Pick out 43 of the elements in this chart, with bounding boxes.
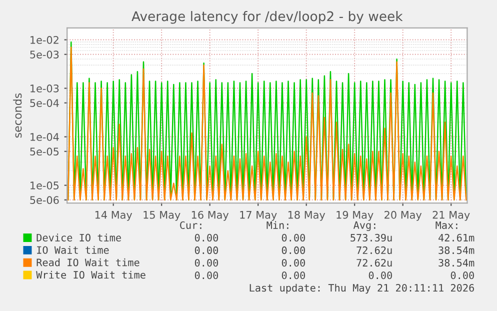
- text: 0.00: [194, 258, 218, 267]
- text: 0.00: [450, 271, 474, 280]
- y-tick-label: 1e-05: [30, 182, 59, 190]
- y-tick-label: 1e-03: [30, 84, 59, 92]
- y-tick-label: 1e-04: [30, 133, 59, 141]
- text: 0.00: [282, 271, 305, 280]
- text: Max:: [436, 221, 458, 230]
- text: 72.62u: [356, 246, 392, 254]
- text: 38.54m: [438, 246, 474, 254]
- x-tick-label: 21 May: [432, 210, 470, 221]
- text: Last update: Thu May 21 20:11:11 2026: [250, 284, 474, 294]
- x-tick-label: 18 May: [288, 210, 326, 221]
- y-tick-label: 5e-06: [30, 196, 59, 204]
- legend-label: IO Wait time: [37, 246, 109, 254]
- x-tick-label: 15 May: [144, 211, 180, 221]
- text: 72.62u: [356, 258, 392, 267]
- text: 0.00: [194, 246, 218, 254]
- legend-label: Read IO Wait time: [36, 258, 140, 266]
- text: Avg:: [353, 221, 376, 231]
- text: 573.39u: [350, 234, 392, 242]
- x-tick-label: 17 May: [240, 211, 277, 221]
- text: 0.00: [368, 271, 392, 280]
- legend-label: Device IO time: [36, 234, 121, 242]
- text: Cur:: [180, 221, 202, 230]
- text: 42.61m: [438, 234, 474, 242]
- x-tick-label: 19 May: [336, 210, 374, 221]
- y-tick-label: 5e-04: [30, 99, 59, 107]
- y-axis-title: seconds: [13, 93, 22, 138]
- x-tick-label: 16 May: [192, 210, 229, 221]
- y-tick-label: 5e-05: [30, 148, 59, 156]
- text: 0.00: [194, 234, 218, 242]
- text: Min:: [266, 221, 288, 229]
- text: 0.00: [282, 246, 305, 254]
- text: 0.00: [282, 234, 305, 242]
- x-tick-label: 14 May: [95, 211, 132, 221]
- x-tick-label: 20 May: [384, 210, 422, 221]
- legend-label: Write IO Wait time: [36, 270, 146, 279]
- chart-title: Average latency for /dev/loop2 - by week: [132, 11, 403, 24]
- text: 0.00: [282, 258, 305, 267]
- text: 38.54m: [438, 258, 474, 267]
- y-tick-label: 5e-03: [30, 50, 59, 58]
- text: 0.00: [194, 271, 218, 280]
- y-tick-label: 1e-02: [30, 36, 58, 44]
